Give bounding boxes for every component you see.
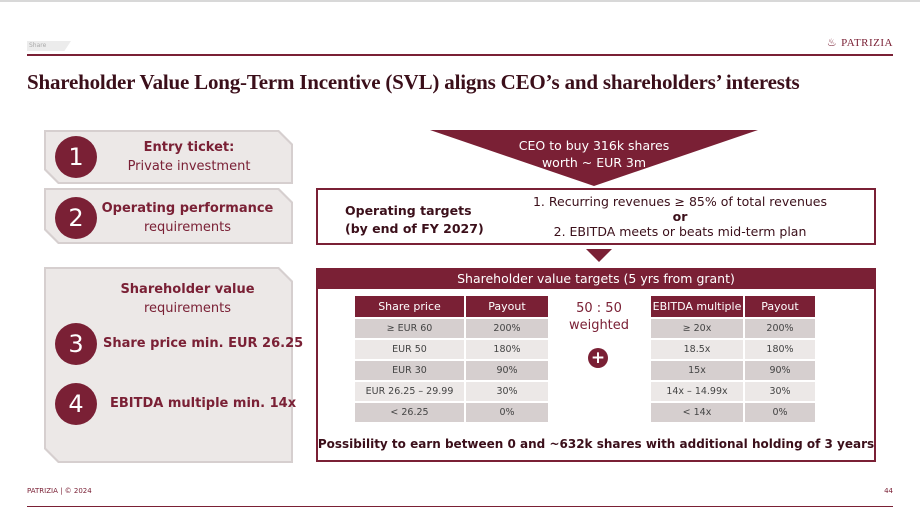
weight-label: weighted: [568, 318, 630, 333]
table-row: ≥ EUR 60 200%: [355, 319, 548, 338]
logo: ♨ PATRIZIA: [826, 36, 893, 50]
ceo-line-1: CEO to buy 316k shares: [518, 138, 670, 153]
weight-ratio: 50 : 50: [576, 301, 622, 316]
step-3-badge: 3: [55, 323, 97, 365]
cell: 180%: [745, 340, 815, 359]
table-row: EUR 26.25 – 29.99 30%: [355, 382, 548, 401]
cell: EUR 50: [355, 340, 464, 359]
cell: 30%: [745, 382, 815, 401]
section-tab: Share: [27, 41, 71, 51]
cell: EUR 26.25 – 29.99: [355, 382, 464, 401]
table-row: < 26.25 0%: [355, 403, 548, 422]
page-title: Shareholder Value Long-Term Incentive (S…: [27, 70, 800, 94]
table-row: < 14x 0%: [651, 403, 815, 422]
panel-sub: Private investment: [127, 159, 251, 174]
panel-shareholder-value: [44, 267, 293, 463]
step-4-badge: 4: [55, 383, 97, 425]
operating-targets-box: [316, 188, 876, 245]
ebitda-min: EBITDA multiple min. 14x: [110, 396, 297, 411]
cell: 30%: [466, 382, 548, 401]
step-1-badge: 1: [55, 136, 97, 178]
col-header: Payout: [466, 296, 548, 317]
panel-title: Entry ticket:: [143, 140, 235, 155]
cell: ≥ 20x: [651, 319, 743, 338]
top-border: [0, 0, 920, 2]
footer-rule: [27, 506, 893, 507]
cell: 14x – 14.99x: [651, 382, 743, 401]
arrow-down-icon: [586, 249, 612, 262]
col-header: Share price: [355, 296, 464, 317]
col-header: EBITDA multiple: [651, 296, 743, 317]
step-2-badge: 2: [55, 197, 97, 239]
table-row: EUR 30 90%: [355, 361, 548, 380]
ebitda-table: EBITDA multiple Payout ≥ 20x 200% 18.5x 180…: [649, 294, 817, 424]
sv-header: Shareholder value targets (5 yrs from gr…: [316, 268, 876, 289]
share-price-table: Share price Payout ≥ EUR 60 200% EUR 50 180…: [353, 294, 550, 424]
table-row: 14x – 14.99x 30%: [651, 382, 815, 401]
cell: < 26.25: [355, 403, 464, 422]
op-label-2: (by end of FY 2027): [345, 221, 484, 236]
cell: EUR 30: [355, 361, 464, 380]
page-number: 44: [884, 487, 893, 495]
cell: 90%: [745, 361, 815, 380]
panel-title: Shareholder value: [120, 282, 255, 297]
plus-icon: +: [588, 348, 608, 368]
table-row: ≥ 20x 200%: [651, 319, 815, 338]
logo-text: PATRIZIA: [841, 36, 893, 49]
cell: < 14x: [651, 403, 743, 422]
panel-sub: requirements: [144, 301, 231, 316]
share-price-min: Share price min. EUR 26.25: [103, 336, 304, 351]
cell: 0%: [466, 403, 548, 422]
cell: 180%: [466, 340, 548, 359]
cell: ≥ EUR 60: [355, 319, 464, 338]
cell: 200%: [745, 319, 815, 338]
cell: 90%: [466, 361, 548, 380]
panel-sub: requirements: [144, 220, 231, 235]
ceo-text: CEO to buy 316k shares worth ~ EUR 3m: [430, 137, 758, 171]
op-or: or: [672, 209, 688, 224]
table-row: 15x 90%: [651, 361, 815, 380]
cell: 15x: [651, 361, 743, 380]
op-target-2: 2. EBITDA meets or beats mid-term plan: [553, 224, 807, 239]
col-header: Payout: [745, 296, 815, 317]
op-target-1: 1. Recurring revenues ≥ 85% of total rev…: [532, 194, 827, 209]
table-row: EUR 50 180%: [355, 340, 548, 359]
logo-flame-icon: ♨: [826, 37, 838, 49]
header-rule: [27, 54, 893, 56]
panel-title: Operating performance: [101, 201, 274, 216]
cell: 18.5x: [651, 340, 743, 359]
cell: 0%: [745, 403, 815, 422]
footer-text: PATRIZIA | © 2024: [27, 487, 92, 495]
table-row: 18.5x 180%: [651, 340, 815, 359]
cell: 200%: [466, 319, 548, 338]
sv-footnote: Possibility to earn between 0 and ~632k …: [317, 437, 875, 451]
ceo-line-2: worth ~ EUR 3m: [541, 155, 647, 170]
op-label-1: Operating targets: [345, 203, 472, 218]
